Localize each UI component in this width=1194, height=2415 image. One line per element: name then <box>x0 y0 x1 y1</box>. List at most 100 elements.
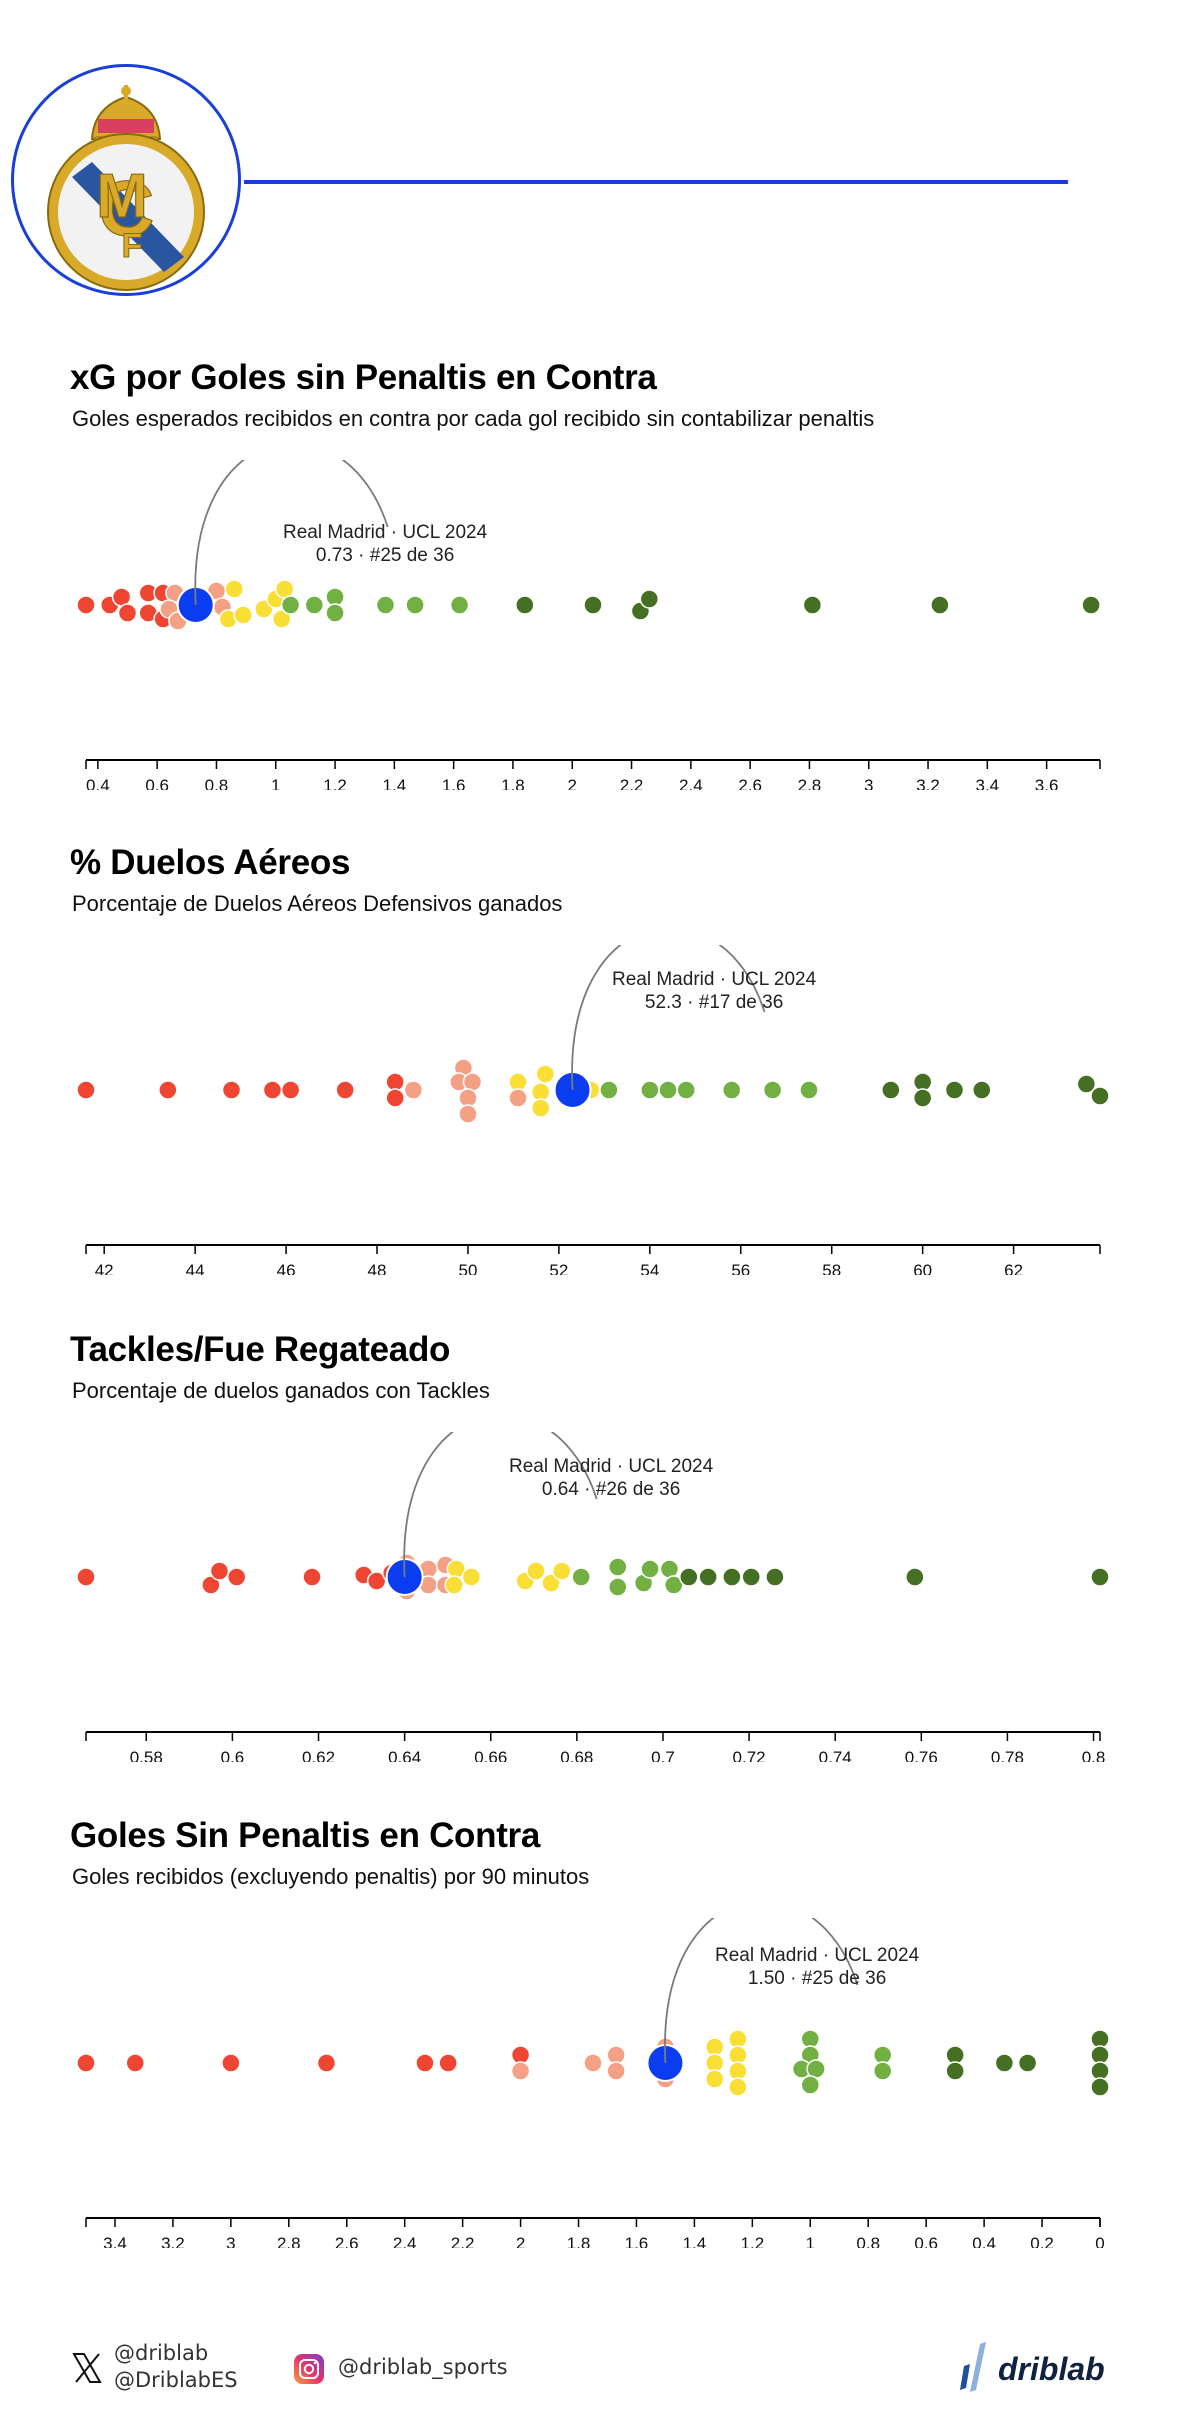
x-tick-label: 1.2 <box>741 2234 765 2248</box>
team-dot <box>802 595 823 615</box>
beeswarm-plot: 3.4 3.2 3 2.8 2.6 2.4 2.2 2 1.8 1.6 1.4 1.2 1 0.8 0.6 0… <box>76 1918 1110 2248</box>
section-title: Tackles/Fue Regateado <box>70 1330 451 1369</box>
x-tick-label: 0.62 <box>302 1748 335 1762</box>
team-dot <box>1090 1567 1110 1587</box>
x-tick-label: 1 <box>271 776 280 790</box>
x-tick-label: 0.6 <box>145 776 169 790</box>
x-tick-label: 3.4 <box>976 776 1000 790</box>
team-dot <box>262 1080 283 1100</box>
data-points <box>76 2029 1110 2097</box>
highlight-annotation: Real Madrid · UCL 2024 1.50 · #25 de 36 <box>715 1944 919 1990</box>
team-dot <box>201 1575 221 1595</box>
team-dot <box>304 595 325 615</box>
x-tick-label: 3 <box>864 776 873 790</box>
x-tick-label: 0.6 <box>221 1748 245 1762</box>
x-tick-label: 2 <box>568 776 577 790</box>
highlight-annotation: Real Madrid · UCL 2024 0.73 · #25 de 36 <box>283 521 487 567</box>
team-dot <box>366 1571 387 1591</box>
x-handles: @driblab @DriblabES <box>114 2340 238 2394</box>
team-dot <box>76 2053 96 2073</box>
team-dot <box>76 1080 96 1100</box>
team-dot <box>944 1080 965 1100</box>
driblab-logo: driblab <box>960 2342 1105 2392</box>
x-tick-label: 54 <box>640 1261 659 1275</box>
team-dot <box>1090 2077 1110 2097</box>
team-dot <box>1076 1074 1097 1094</box>
annotation-team: Real Madrid · UCL 2024 <box>283 522 488 543</box>
x-handle-primary[interactable]: @driblab <box>114 2341 209 2365</box>
team-dot <box>698 1567 718 1587</box>
team-dot <box>508 1088 528 1108</box>
section-title: Goles Sin Penaltis en Contra <box>70 1816 541 1855</box>
team-dot <box>905 1567 925 1587</box>
team-dot <box>461 1567 482 1587</box>
header-divider <box>244 180 1068 184</box>
x-tick-label: 2.6 <box>335 2234 359 2248</box>
team-dot <box>541 1573 561 1593</box>
team-dot <box>1090 1086 1110 1106</box>
team-dot <box>125 2053 146 2073</box>
x-tick-label: 42 <box>95 1261 114 1275</box>
team-dot <box>799 1080 819 1100</box>
x-tick-label: 2.6 <box>738 776 762 790</box>
section-subtitle: Porcentaje de Duelos Aéreos Defensivos g… <box>72 891 563 916</box>
x-tick-label: 1.6 <box>442 776 466 790</box>
x-tick-label: 60 <box>913 1261 932 1275</box>
team-dot <box>221 1080 242 1100</box>
beeswarm-plot: 42 44 46 48 50 52 54 56 58 60 62 <box>76 945 1110 1275</box>
driblab-mark-icon <box>960 2364 970 2390</box>
x-tick-label: 2.4 <box>679 776 703 790</box>
x-tick-label: 3.2 <box>916 776 940 790</box>
instagram-logo-icon <box>294 2354 324 2384</box>
x-axis: 0.58 0.6 0.62 0.64 0.66 0.68 0.7 0.72 0.74 0.76 0.… <box>85 1731 1106 1762</box>
x-tick-label: 0.8 <box>1082 1748 1106 1762</box>
team-dot <box>1017 2053 1038 2073</box>
x-tick-label: 0 <box>1095 2234 1104 2248</box>
annotation-connector <box>403 1432 598 1578</box>
team-dot <box>606 2061 626 2081</box>
x-tick-label: 0.2 <box>1030 2234 1054 2248</box>
team-dot <box>325 603 345 623</box>
x-tick-label: 1.4 <box>683 2234 707 2248</box>
team-dot <box>462 1072 483 1092</box>
x-tick-label: 0.8 <box>856 2234 880 2248</box>
section-subtitle: Goles esperados recibidos en contra por … <box>72 406 875 431</box>
x-tick-label: 0.58 <box>130 1748 163 1762</box>
x-tick-label: 2.4 <box>393 2234 417 2248</box>
x-tick-label: 62 <box>1004 1261 1023 1275</box>
svg-text:C: C <box>98 164 154 252</box>
team-dot <box>316 2053 337 2073</box>
team-dot <box>994 2053 1015 2073</box>
section-title: xG por Goles sin Penaltis en Contra <box>70 358 657 397</box>
team-dot <box>583 595 603 615</box>
team-dot <box>158 1080 178 1100</box>
x-tick-label: 0.4 <box>86 776 110 790</box>
instagram-handle[interactable]: @driblab_sports <box>338 2355 508 2379</box>
team-dot <box>515 595 535 615</box>
x-tick-label: 1.8 <box>501 776 525 790</box>
team-dot <box>209 1561 230 1581</box>
team-dot <box>438 2053 458 2073</box>
team-dot <box>535 1064 556 1084</box>
x-tick-label: 56 <box>731 1261 750 1275</box>
team-dot <box>721 1080 742 1100</box>
team-dot <box>659 1559 680 1579</box>
x-tick-label: 0.68 <box>560 1748 593 1762</box>
x-tick-label: 58 <box>822 1261 841 1275</box>
team-dot <box>583 2053 603 2073</box>
x-tick-label: 0.64 <box>388 1748 421 1762</box>
team-dot <box>676 1080 696 1100</box>
section-title: % Duelos Aéreos <box>70 843 351 882</box>
x-tick-label: 0.4 <box>972 2234 996 2248</box>
annotation-value-rank: 0.73 · #25 de 36 <box>315 545 455 566</box>
svg-text:F: F <box>122 227 143 265</box>
annotation-connector <box>194 460 389 606</box>
x-tick-label: 3.2 <box>161 2234 185 2248</box>
team-dot <box>765 1567 785 1587</box>
x-tick-label: 3.6 <box>1035 776 1059 790</box>
team-dot <box>403 1080 424 1100</box>
team-dot <box>1081 595 1101 615</box>
svg-text:driblab: driblab <box>998 2351 1105 2387</box>
x-tick-label: 0.72 <box>733 1748 766 1762</box>
x-handle-secondary[interactable]: @DriblabES <box>114 2368 238 2392</box>
